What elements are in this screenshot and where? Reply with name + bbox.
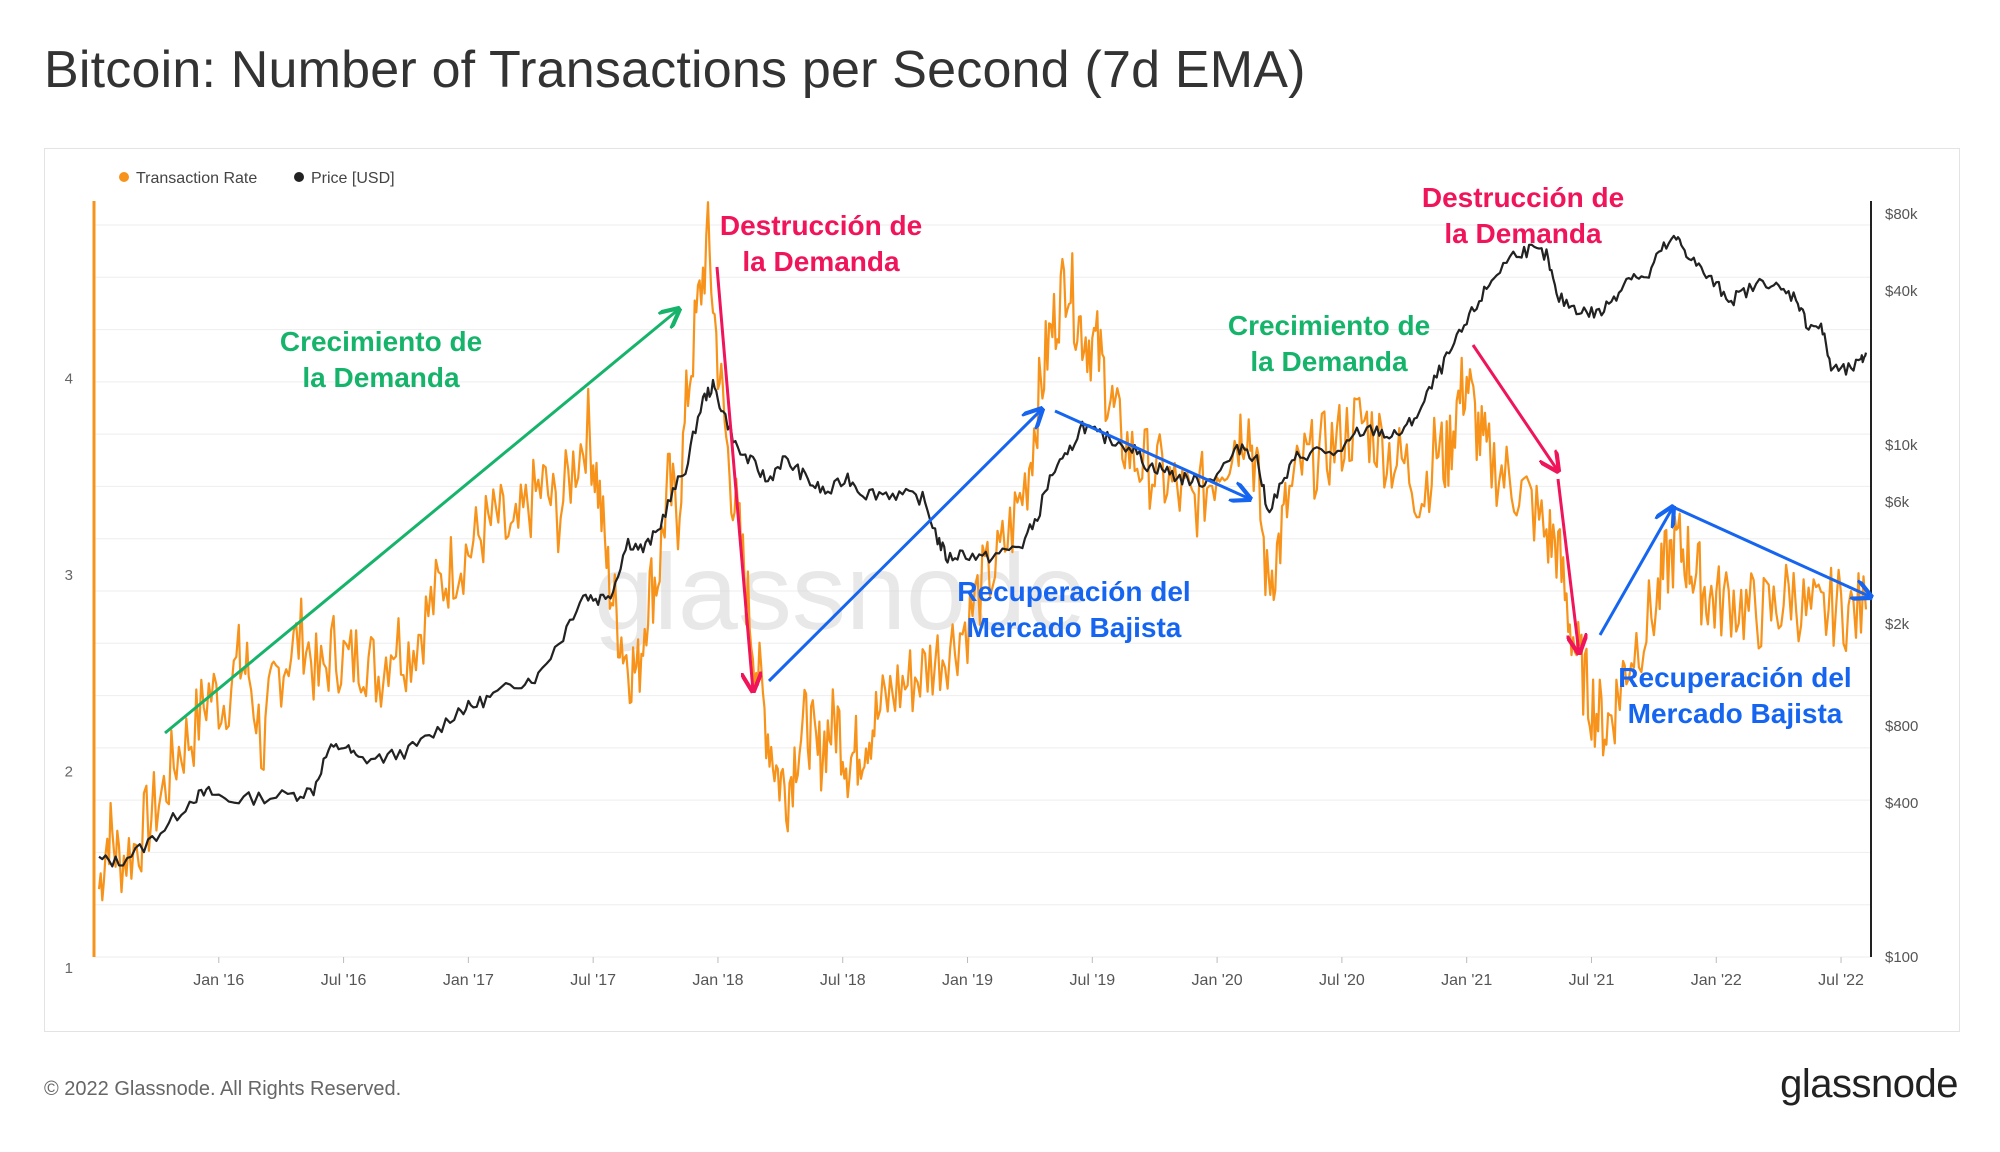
y-right-tick-label: $800 — [1885, 718, 1918, 735]
annotation-label: Recuperación del Mercado Bajista — [1618, 662, 1851, 729]
legend-label-transaction-rate: Transaction Rate — [136, 170, 257, 187]
x-tick-label: Jan '19 — [942, 972, 993, 989]
y-right-tick-label: $40k — [1885, 283, 1918, 300]
x-tick-label: Jan '16 — [193, 972, 244, 989]
x-tick-label: Jul '21 — [1569, 972, 1615, 989]
legend-label-price: Price [USD] — [311, 170, 395, 187]
y-right-tick-label: $10k — [1885, 437, 1918, 454]
legend-dot-transaction-rate — [119, 172, 129, 182]
arrow-recovery-2b — [1672, 505, 1871, 597]
arrow-growth-1 — [164, 309, 679, 735]
gridlines — [94, 224, 1871, 958]
y-right-tick-label: $400 — [1885, 795, 1918, 812]
y-left-tick-label: 1 — [65, 960, 73, 977]
arrow-destruction-2b — [1556, 478, 1579, 653]
y-left-ticks: 1 2 3 4 — [65, 371, 73, 977]
x-tick-label: Jul '22 — [1818, 972, 1864, 989]
series-line-transaction-rate — [97, 201, 1868, 902]
brand-logo[interactable]: glassnode — [1780, 1062, 1958, 1106]
x-tick-label: Jul '18 — [820, 972, 866, 989]
annotation-label: Crecimiento de la Demanda — [280, 326, 482, 393]
annotation-line: Crecimiento de — [280, 326, 482, 357]
legend: Transaction Rate Price [USD] — [119, 170, 395, 187]
arrow-destruction-1 — [715, 266, 753, 691]
annotation-label: Recuperación del Mercado Bajista — [957, 576, 1190, 643]
page-title: Bitcoin: Number of Transactions per Seco… — [44, 41, 1306, 99]
chart-container: Transaction Rate Price [USD] glassnode 1… — [44, 148, 1960, 1032]
annotation-line: la Demanda — [302, 362, 460, 393]
annotation-line: Mercado Bajista — [967, 612, 1182, 643]
y-left-tick-label: 4 — [65, 371, 73, 388]
annotation-line: Destrucción de — [1422, 182, 1624, 213]
series-layer — [97, 201, 1868, 902]
x-tick-label: Jan '17 — [443, 972, 494, 989]
x-tick-label: Jul '17 — [570, 972, 616, 989]
annotation-line: Destrucción de — [720, 210, 922, 241]
y-right-tick-label: $80k — [1885, 206, 1918, 223]
annotation-label: Destrucción de la Demanda — [1422, 182, 1624, 249]
y-left-tick-label: 2 — [65, 763, 73, 780]
annotation-label: Crecimiento de la Demanda — [1228, 310, 1430, 377]
y-left-tick-label: 3 — [65, 567, 73, 584]
copyright: © 2022 Glassnode. All Rights Reserved. — [44, 1078, 402, 1100]
annotation-line: la Demanda — [1444, 218, 1602, 249]
y-right-tick-label: $6k — [1885, 494, 1910, 511]
chart-svg: Transaction Rate Price [USD] glassnode 1… — [65, 170, 1919, 989]
arrow-recovery-1b — [1054, 409, 1250, 499]
annotation-line: Mercado Bajista — [1628, 698, 1843, 729]
y-right-tick-label: $100 — [1885, 949, 1918, 966]
annotation-line: Crecimiento de — [1228, 310, 1430, 341]
x-tick-label: Jul '19 — [1069, 972, 1115, 989]
annotation-label: Destrucción de la Demanda — [720, 210, 922, 277]
arrow-destruction-2 — [1471, 344, 1558, 471]
annotation-line: Recuperación del — [957, 576, 1190, 607]
x-tick-label: Jan '20 — [1192, 972, 1243, 989]
annotations: Crecimiento de la Demanda Destrucción de la… — [164, 182, 1871, 735]
x-tick-label: Jul '20 — [1319, 972, 1365, 989]
series-line-price — [98, 234, 1868, 868]
arrow-recovery-2 — [1598, 507, 1673, 636]
x-tick-label: Jan '21 — [1441, 972, 1492, 989]
annotation-line: la Demanda — [742, 246, 900, 277]
arrow-recovery-1 — [767, 409, 1042, 683]
x-ticks: Jan '16 Jul '16 Jan '17 Jul '17 Jan '18 Jul '… — [193, 957, 1864, 989]
y-right-tick-label: $2k — [1885, 616, 1910, 633]
x-tick-label: Jan '18 — [692, 972, 743, 989]
annotation-line: la Demanda — [1250, 346, 1408, 377]
legend-item-price[interactable]: Price [USD] — [294, 170, 395, 187]
x-tick-label: Jul '16 — [321, 972, 367, 989]
x-tick-label: Jan '22 — [1691, 972, 1742, 989]
legend-item-transaction-rate[interactable]: Transaction Rate — [119, 170, 257, 187]
y-right-ticks: $100 $400 $800 $2k $6k $10k $40k $80k — [1885, 206, 1918, 966]
annotation-line: Recuperación del — [1618, 662, 1851, 693]
legend-dot-price — [294, 172, 304, 182]
annotation-texts: Crecimiento de la Demanda Destrucción de la… — [280, 182, 1852, 729]
